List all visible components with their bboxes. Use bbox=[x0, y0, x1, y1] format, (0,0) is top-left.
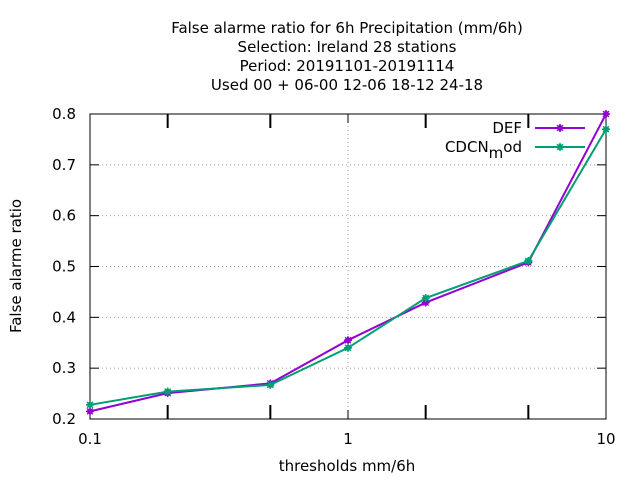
series-1-point bbox=[524, 256, 533, 265]
series-1-point-d2 bbox=[86, 401, 94, 409]
series-0-point-d2 bbox=[602, 110, 610, 118]
y-tick-label: 0.2 bbox=[52, 410, 76, 428]
title-line-3: Period: 20191101-20191114 bbox=[240, 57, 455, 75]
legend-marker-1-d2 bbox=[556, 143, 564, 151]
y-tick-label: 0.5 bbox=[52, 258, 76, 276]
series-0-point-d2 bbox=[344, 336, 352, 344]
x-tick-label: 10 bbox=[596, 430, 615, 448]
series-1-point bbox=[266, 380, 275, 389]
x-tick-label: 0.1 bbox=[78, 430, 102, 448]
y-tick-label: 0.7 bbox=[52, 156, 76, 174]
y-tick-label: 0.8 bbox=[52, 105, 76, 123]
chart-title: False alarme ratio for 6h Precipitation … bbox=[171, 19, 523, 94]
legend-label-cdcnmod-sub: m bbox=[489, 144, 504, 162]
legend-label-cdcnmod-tail: od bbox=[503, 138, 522, 156]
series-1-point-d2 bbox=[344, 344, 352, 352]
legend-label-def: DEF bbox=[492, 119, 522, 137]
series-1-point bbox=[344, 343, 352, 352]
series-1 bbox=[86, 125, 610, 409]
title-line-2: Selection: Ireland 28 stations bbox=[238, 38, 457, 56]
title-line-1: False alarme ratio for 6h Precipitation … bbox=[171, 19, 523, 37]
x-axis-label: thresholds mm/6h bbox=[279, 457, 416, 475]
axis-tick-labels: 0.2 0.3 0.4 0.5 0.6 0.7 0.8 0.1 1 10 bbox=[52, 105, 615, 448]
y-tick-label: 0.3 bbox=[52, 359, 76, 377]
plot-frame bbox=[89, 113, 607, 420]
series-0-point-d2 bbox=[86, 407, 94, 415]
x-tick-label: 1 bbox=[343, 430, 353, 448]
legend-marker-0 bbox=[556, 124, 564, 132]
series-0-point bbox=[602, 110, 610, 118]
legend-label-cdcnmod-main: CDCN bbox=[445, 138, 489, 156]
series-0-point bbox=[86, 407, 94, 416]
series-layer bbox=[86, 110, 610, 416]
title-line-4: Used 00 + 06-00 12-06 18-12 24-18 bbox=[211, 76, 483, 94]
legend-marker-1 bbox=[556, 143, 564, 151]
y-tick-label: 0.6 bbox=[52, 207, 76, 225]
series-1-point-d2 bbox=[524, 257, 532, 265]
series-1-point bbox=[86, 400, 94, 409]
legend: DEF CDCNmod bbox=[445, 119, 585, 162]
legend-label-cdcnmod: CDCNmod bbox=[445, 138, 522, 162]
legend-marker-0-d2 bbox=[556, 124, 564, 132]
y-tick-label: 0.4 bbox=[52, 308, 76, 326]
series-1-point-d2 bbox=[422, 294, 430, 302]
series-1-point-d2 bbox=[602, 125, 610, 133]
series-1-point-d2 bbox=[164, 388, 172, 395]
series-0-point bbox=[344, 336, 352, 345]
series-1-point bbox=[163, 387, 172, 396]
grid bbox=[90, 114, 606, 419]
series-1-point bbox=[421, 294, 430, 303]
series-1-point bbox=[602, 125, 610, 134]
series-1-point-d2 bbox=[266, 381, 274, 389]
y-axis-label: False alarme ratio bbox=[7, 199, 25, 333]
